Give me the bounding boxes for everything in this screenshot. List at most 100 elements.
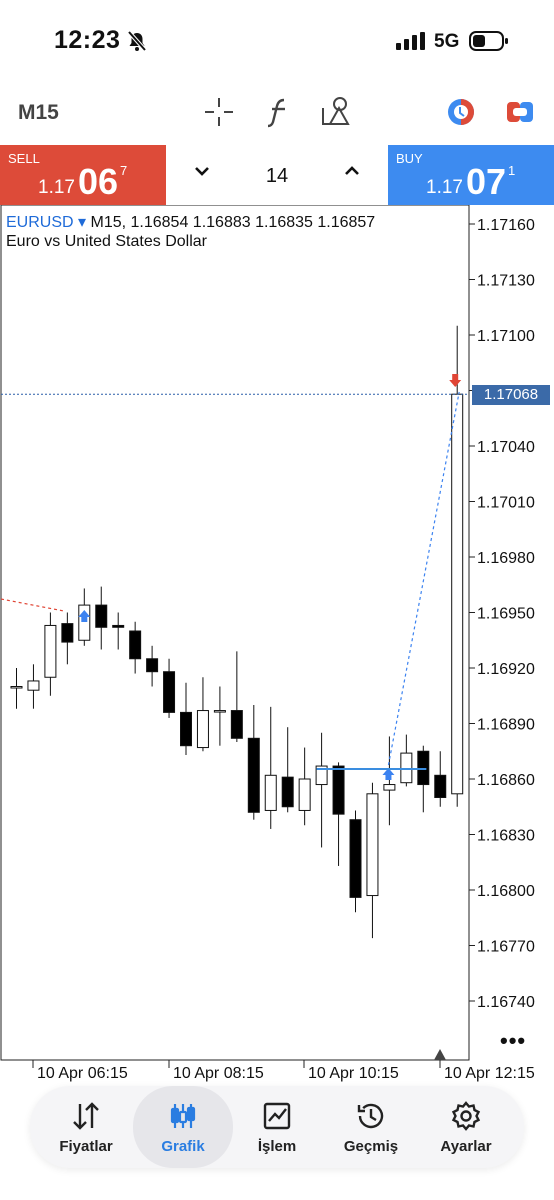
candle-body: [247, 737, 260, 813]
candle-body: [400, 752, 413, 784]
tab-label: Geçmiş: [343, 1138, 399, 1155]
candle-body: [95, 604, 108, 628]
settings-gear-icon: [450, 1100, 482, 1132]
tab-label: İşlem: [257, 1138, 297, 1155]
history-clock-icon: [355, 1100, 387, 1132]
buy-arrow-marker: [78, 610, 91, 622]
objects-icon[interactable]: [320, 96, 352, 133]
y-tick-label: 1.16770: [477, 939, 535, 956]
chart-header: EURUSD ▾ M15, 1.16854 1.16883 1.16835 1.…: [6, 212, 375, 232]
price-chart[interactable]: 1.171601.171301.171001.170701.170401.170…: [0, 205, 554, 1085]
y-tick-label: 1.17100: [477, 328, 535, 345]
tab-fiyatlar[interactable]: Fiyatlar: [36, 1086, 136, 1168]
y-tick-label: 1.17010: [477, 495, 535, 512]
tab-label: Fiyatlar: [59, 1138, 113, 1155]
symbol-description: Euro vs United States Dollar: [6, 233, 207, 250]
candle-body: [366, 793, 379, 897]
bottom-tab-bar: Fiyatlar Grafik İşlem Geçmiş: [30, 1086, 524, 1168]
candle-body: [112, 624, 125, 628]
y-tick-label: 1.16860: [477, 772, 535, 789]
sell-arrow-marker: [449, 374, 462, 387]
muted-bell-icon: [126, 30, 148, 57]
chart-ohlc-info: M15, 1.16854 1.16883 1.16835 1.16857: [90, 214, 376, 231]
y-tick-label: 1.16950: [477, 606, 535, 623]
candle-body: [230, 710, 243, 739]
sell-button[interactable]: SELL 1.17 06 7: [0, 145, 166, 205]
battery-icon: [469, 31, 509, 56]
y-tick-label: 1.16800: [477, 883, 535, 900]
candle-body: [417, 750, 430, 786]
candle-body: [163, 671, 176, 713]
candle-body: [434, 774, 447, 798]
lot-selector: 14: [166, 145, 388, 206]
network-type: 5G: [434, 31, 460, 52]
chart-candles-icon: [167, 1100, 199, 1132]
y-tick-label: 1.17160: [477, 217, 535, 234]
candle-body: [213, 710, 226, 713]
candle-body: [61, 623, 74, 643]
trade-line-left: [0, 598, 65, 612]
candle-body: [281, 776, 294, 808]
crosshair-icon[interactable]: [203, 96, 235, 133]
tab-gecmis[interactable]: Geçmiş: [321, 1086, 421, 1168]
sell-price-sup: 7: [120, 163, 128, 178]
y-tick-label: 1.16830: [477, 828, 535, 845]
trade-chart-icon: [261, 1100, 293, 1132]
quotes-arrows-icon: [70, 1100, 102, 1132]
sell-price-prefix: 1.17: [38, 177, 75, 198]
tab-ayarlar[interactable]: Ayarlar: [416, 1086, 516, 1168]
sell-price-big: 06: [78, 161, 119, 202]
tab-label: Ayarlar: [440, 1138, 492, 1155]
x-tick-label: 10 Apr 08:15: [173, 1065, 264, 1082]
candle-body: [332, 765, 345, 815]
more-options-icon[interactable]: •••: [500, 1028, 527, 1053]
indicator-f-icon[interactable]: [264, 96, 292, 133]
candle-body: [27, 680, 40, 691]
buy-button[interactable]: BUY 1.17 07 1: [388, 145, 554, 205]
candle-body: [146, 658, 159, 673]
symbol-dropdown-icon: ▾: [78, 214, 87, 231]
current-price-label: 1.17068: [472, 385, 550, 405]
y-tick-label: 1.16920: [477, 661, 535, 678]
y-tick-label: 1.16980: [477, 550, 535, 567]
y-tick-label: 1.16740: [477, 994, 535, 1011]
candle-body: [298, 778, 311, 811]
candle-body: [315, 765, 328, 786]
sell-label: SELL: [8, 151, 40, 166]
home-indicator: [0, 1180, 554, 1200]
chart-shift-marker: [434, 1049, 446, 1060]
y-tick-label: 1.17130: [477, 273, 535, 290]
x-tick-label: 10 Apr 06:15: [37, 1065, 128, 1082]
buy-label: BUY: [396, 151, 423, 166]
symbol-selector[interactable]: EURUSD ▾: [6, 214, 86, 231]
lot-increase-icon[interactable]: [344, 163, 360, 184]
tab-label: Grafik: [161, 1138, 205, 1155]
candle-body: [196, 710, 209, 749]
tab-grafik[interactable]: Grafik: [133, 1086, 233, 1168]
account-icon[interactable]: [445, 96, 477, 133]
lot-decrease-icon[interactable]: [194, 163, 210, 184]
buy-price-big: 07: [466, 161, 507, 202]
candle-body: [264, 774, 277, 811]
candle-body: [180, 711, 192, 747]
buy-arrow-marker: [382, 768, 395, 780]
lot-value[interactable]: 14: [265, 165, 289, 187]
trade-toggle-icon[interactable]: [505, 96, 535, 133]
candle-body: [129, 630, 142, 660]
tab-islem[interactable]: İşlem: [227, 1086, 327, 1168]
symbol-name: EURUSD: [6, 214, 74, 231]
buy-price-sup: 1: [508, 163, 516, 178]
y-tick-label: 1.17040: [477, 439, 535, 456]
candle-body: [44, 624, 57, 678]
buy-price-prefix: 1.17: [426, 177, 463, 198]
candle-body: [383, 784, 396, 791]
status-bar: 12:23 5G: [0, 0, 554, 80]
candle-body: [349, 819, 362, 898]
signal-bars-icon: [396, 32, 426, 55]
candle-body: [451, 393, 464, 795]
status-time: 12:23: [54, 26, 121, 54]
timeframe-button[interactable]: M15: [18, 101, 59, 124]
chart-svg[interactable]: 1.171601.171301.171001.170701.170401.170…: [0, 205, 554, 1085]
x-tick-label: 10 Apr 10:15: [308, 1065, 399, 1082]
y-tick-label: 1.16890: [477, 717, 535, 734]
